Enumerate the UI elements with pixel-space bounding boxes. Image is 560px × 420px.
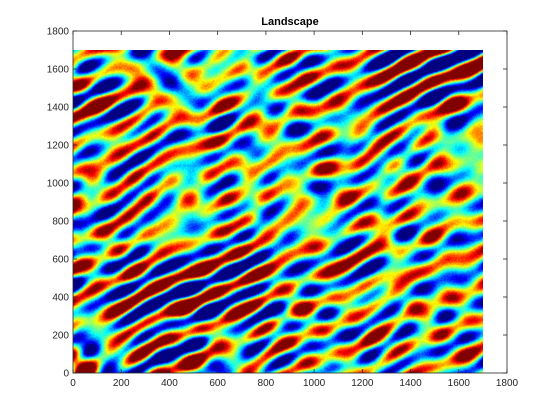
x-tick-label: 400	[161, 378, 178, 389]
axes-box	[72, 30, 508, 374]
y-tick-label: 1400	[47, 103, 70, 114]
y-axis: 0 200 400 600 800 1000 1200 1400 1600 1800	[47, 27, 507, 380]
x-tick-label: 1000	[303, 378, 326, 389]
x-axis: 0 200 400 600 800 1000 1200 1400 1600 1800	[70, 31, 519, 389]
x-tick-label: 1200	[351, 378, 374, 389]
x-tick-label: 1600	[448, 378, 471, 389]
chart-title: Landscape	[261, 16, 318, 28]
y-tick-label: 0	[63, 369, 69, 380]
y-tick-label: 800	[52, 217, 69, 228]
x-tick-label: 800	[258, 378, 275, 389]
y-tick-label: 600	[52, 255, 69, 266]
y-tick-label: 1000	[47, 179, 70, 190]
y-tick-label: 1800	[47, 27, 70, 38]
x-tick-label: 0	[70, 378, 76, 389]
heatmap-surface	[73, 50, 483, 373]
x-tick-label: 200	[113, 378, 130, 389]
x-tick-label: 600	[209, 378, 226, 389]
x-tick-label: 1400	[399, 378, 422, 389]
y-tick-label: 200	[52, 331, 69, 342]
y-tick-label: 400	[52, 293, 69, 304]
y-tick-label: 1600	[47, 65, 70, 76]
y-tick-label: 1200	[47, 141, 70, 152]
x-tick-label: 1800	[496, 378, 519, 389]
